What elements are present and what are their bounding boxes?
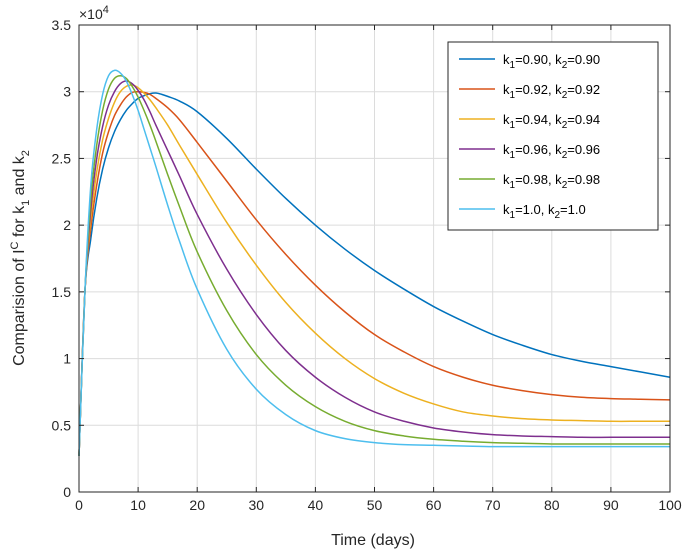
- x-tick-label: 40: [308, 497, 324, 513]
- x-tick-label: 10: [130, 497, 146, 513]
- legend-entry: k1=0.98, k2=0.98: [503, 172, 600, 191]
- x-tick-label: 70: [485, 497, 501, 513]
- y-tick-label: 2: [63, 217, 71, 233]
- y-exponent-label: ×104: [79, 4, 109, 22]
- legend-entry: k1=0.90, k2=0.90: [503, 52, 600, 71]
- x-tick-label: 60: [426, 497, 442, 513]
- y-tick-label: 2.5: [52, 150, 72, 166]
- x-axis-label: Time (days): [331, 532, 415, 549]
- y-label-sub1: 1: [20, 200, 32, 206]
- legend-entry: k1=0.96, k2=0.96: [503, 142, 600, 161]
- x-tick-label: 100: [658, 497, 682, 513]
- legend-box: [447, 41, 659, 231]
- legend-entry: k1=0.92, k2=0.92: [503, 82, 600, 101]
- exponent-power: 4: [103, 4, 109, 16]
- y-tick-label: 1.5: [52, 284, 72, 300]
- y-label-mid: for k: [11, 205, 28, 242]
- y-label-sup: C: [9, 241, 21, 249]
- y-tick-label: 3: [63, 84, 71, 100]
- x-tick-label: 50: [367, 497, 383, 513]
- x-tick-label: 90: [603, 497, 619, 513]
- y-axis-label: Comparision of IC for k1 and k2: [9, 150, 32, 366]
- y-label-and: and k: [11, 155, 28, 200]
- series-line-4: [78, 80, 670, 456]
- axis-ticks: 0 10 20 30 40 50 60 70 80 90 100 0 0.5 1 1.5 2 2.5 3 3.5: [52, 17, 682, 513]
- exponent-base: ×10: [79, 6, 103, 22]
- series-line-1: [78, 92, 671, 456]
- series-line-6: [78, 69, 670, 456]
- legend: k1=0.90, k2=0.90 k1=0.92, k2=0.92 k1=0.94,…: [447, 41, 659, 231]
- x-tick-label: 80: [544, 497, 560, 513]
- y-label-sub2: 2: [20, 150, 32, 156]
- y-label-prefix: Comparision of I: [11, 249, 28, 366]
- legend-entry: k1=1.0, k2=1.0: [503, 202, 586, 221]
- series-layer: [78, 69, 671, 456]
- legend-entry: k1=0.94, k2=0.94: [503, 112, 600, 131]
- y-tick-label: 3.5: [52, 17, 72, 33]
- x-tick-label: 0: [75, 497, 83, 513]
- series-line-3: [78, 84, 670, 456]
- x-tick-label: 20: [189, 497, 205, 513]
- y-tick-label: 1: [63, 351, 71, 367]
- x-tick-label: 30: [249, 497, 265, 513]
- series-line-2: [78, 90, 671, 456]
- series-line-5: [78, 74, 670, 456]
- y-tick-label: 0: [63, 484, 71, 500]
- y-tick-label: 0.5: [52, 417, 72, 433]
